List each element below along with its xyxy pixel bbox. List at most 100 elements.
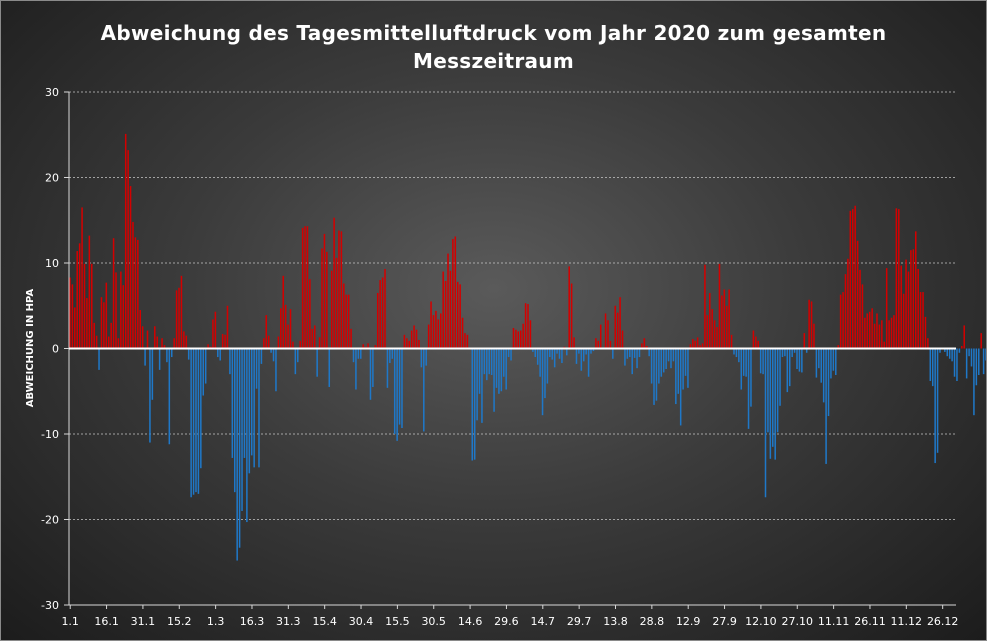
bar	[507, 348, 510, 358]
bar	[343, 283, 345, 349]
x-tick-label: 1.1	[61, 615, 79, 628]
bar	[592, 348, 595, 352]
bar-series	[69, 133, 986, 561]
bar	[643, 338, 646, 349]
bar	[340, 231, 343, 349]
bar	[781, 348, 784, 358]
bar	[912, 249, 915, 349]
bar	[878, 324, 881, 349]
bar	[873, 323, 876, 349]
bar	[750, 348, 752, 407]
bar	[158, 348, 161, 370]
bar	[107, 336, 110, 349]
bar	[430, 301, 432, 349]
bar	[803, 333, 806, 349]
bar	[360, 348, 362, 359]
bar	[352, 348, 355, 363]
bar	[832, 348, 835, 371]
bar	[544, 348, 546, 399]
bar	[253, 348, 255, 468]
bar	[454, 236, 457, 349]
bar	[330, 270, 333, 349]
bar	[204, 348, 207, 384]
bar	[968, 348, 970, 357]
bar	[541, 348, 544, 416]
bar	[742, 348, 745, 376]
bar	[316, 348, 318, 377]
bar	[558, 348, 561, 359]
bar	[907, 271, 910, 349]
bar	[74, 307, 76, 349]
bar	[851, 209, 854, 349]
bar	[183, 331, 185, 349]
bar	[369, 348, 372, 400]
bar	[801, 348, 803, 373]
bar	[93, 322, 95, 349]
bar	[953, 348, 956, 377]
bar	[391, 348, 394, 359]
bar	[718, 263, 721, 349]
bar	[311, 328, 314, 349]
bar	[721, 295, 723, 349]
bar	[173, 338, 175, 349]
bar	[740, 348, 743, 390]
bar	[71, 284, 74, 349]
bar	[289, 309, 292, 349]
bar	[881, 320, 883, 349]
bar	[461, 317, 464, 349]
bar	[357, 348, 360, 359]
bar	[231, 348, 234, 458]
bar	[381, 277, 384, 349]
bar	[486, 348, 488, 381]
bar	[793, 348, 796, 353]
bar	[752, 330, 755, 349]
bar	[883, 341, 886, 349]
y-tick-label: -20	[41, 514, 59, 527]
bar	[902, 293, 905, 349]
bar	[980, 333, 982, 349]
bar	[927, 338, 929, 349]
bar	[755, 336, 757, 349]
bar	[532, 348, 534, 352]
bar	[69, 277, 71, 349]
y-tick-label: 30	[45, 86, 59, 99]
bar	[219, 348, 221, 361]
bar	[961, 345, 963, 349]
bar	[568, 266, 570, 349]
bar	[100, 297, 103, 349]
bar	[519, 330, 522, 349]
bar	[704, 264, 706, 349]
bar	[180, 275, 183, 349]
bar	[919, 292, 922, 349]
bar	[612, 348, 614, 359]
bar	[575, 348, 578, 364]
bar	[917, 268, 919, 349]
bar	[236, 348, 238, 561]
bar	[982, 348, 985, 375]
y-tick-label: 0	[52, 343, 59, 356]
bar	[655, 348, 658, 401]
bar	[263, 338, 265, 349]
bar	[585, 348, 587, 355]
bar	[328, 348, 331, 387]
bar	[229, 348, 231, 375]
bar	[948, 348, 951, 359]
bar	[762, 348, 764, 375]
bar	[168, 348, 171, 445]
bar	[481, 348, 483, 423]
bar	[95, 335, 98, 349]
bar	[326, 251, 328, 349]
x-tick-label: 14.7	[531, 615, 556, 628]
bar	[151, 348, 154, 400]
bar	[306, 226, 309, 349]
bar	[786, 348, 789, 393]
bar	[161, 338, 163, 349]
x-tick-label: 11.12	[891, 615, 923, 628]
bar	[536, 348, 539, 365]
bar	[621, 330, 624, 349]
x-tick-label: 29.6	[494, 615, 519, 628]
bar	[435, 310, 437, 349]
bar	[301, 227, 304, 349]
bar	[287, 324, 289, 349]
bar	[88, 235, 91, 349]
